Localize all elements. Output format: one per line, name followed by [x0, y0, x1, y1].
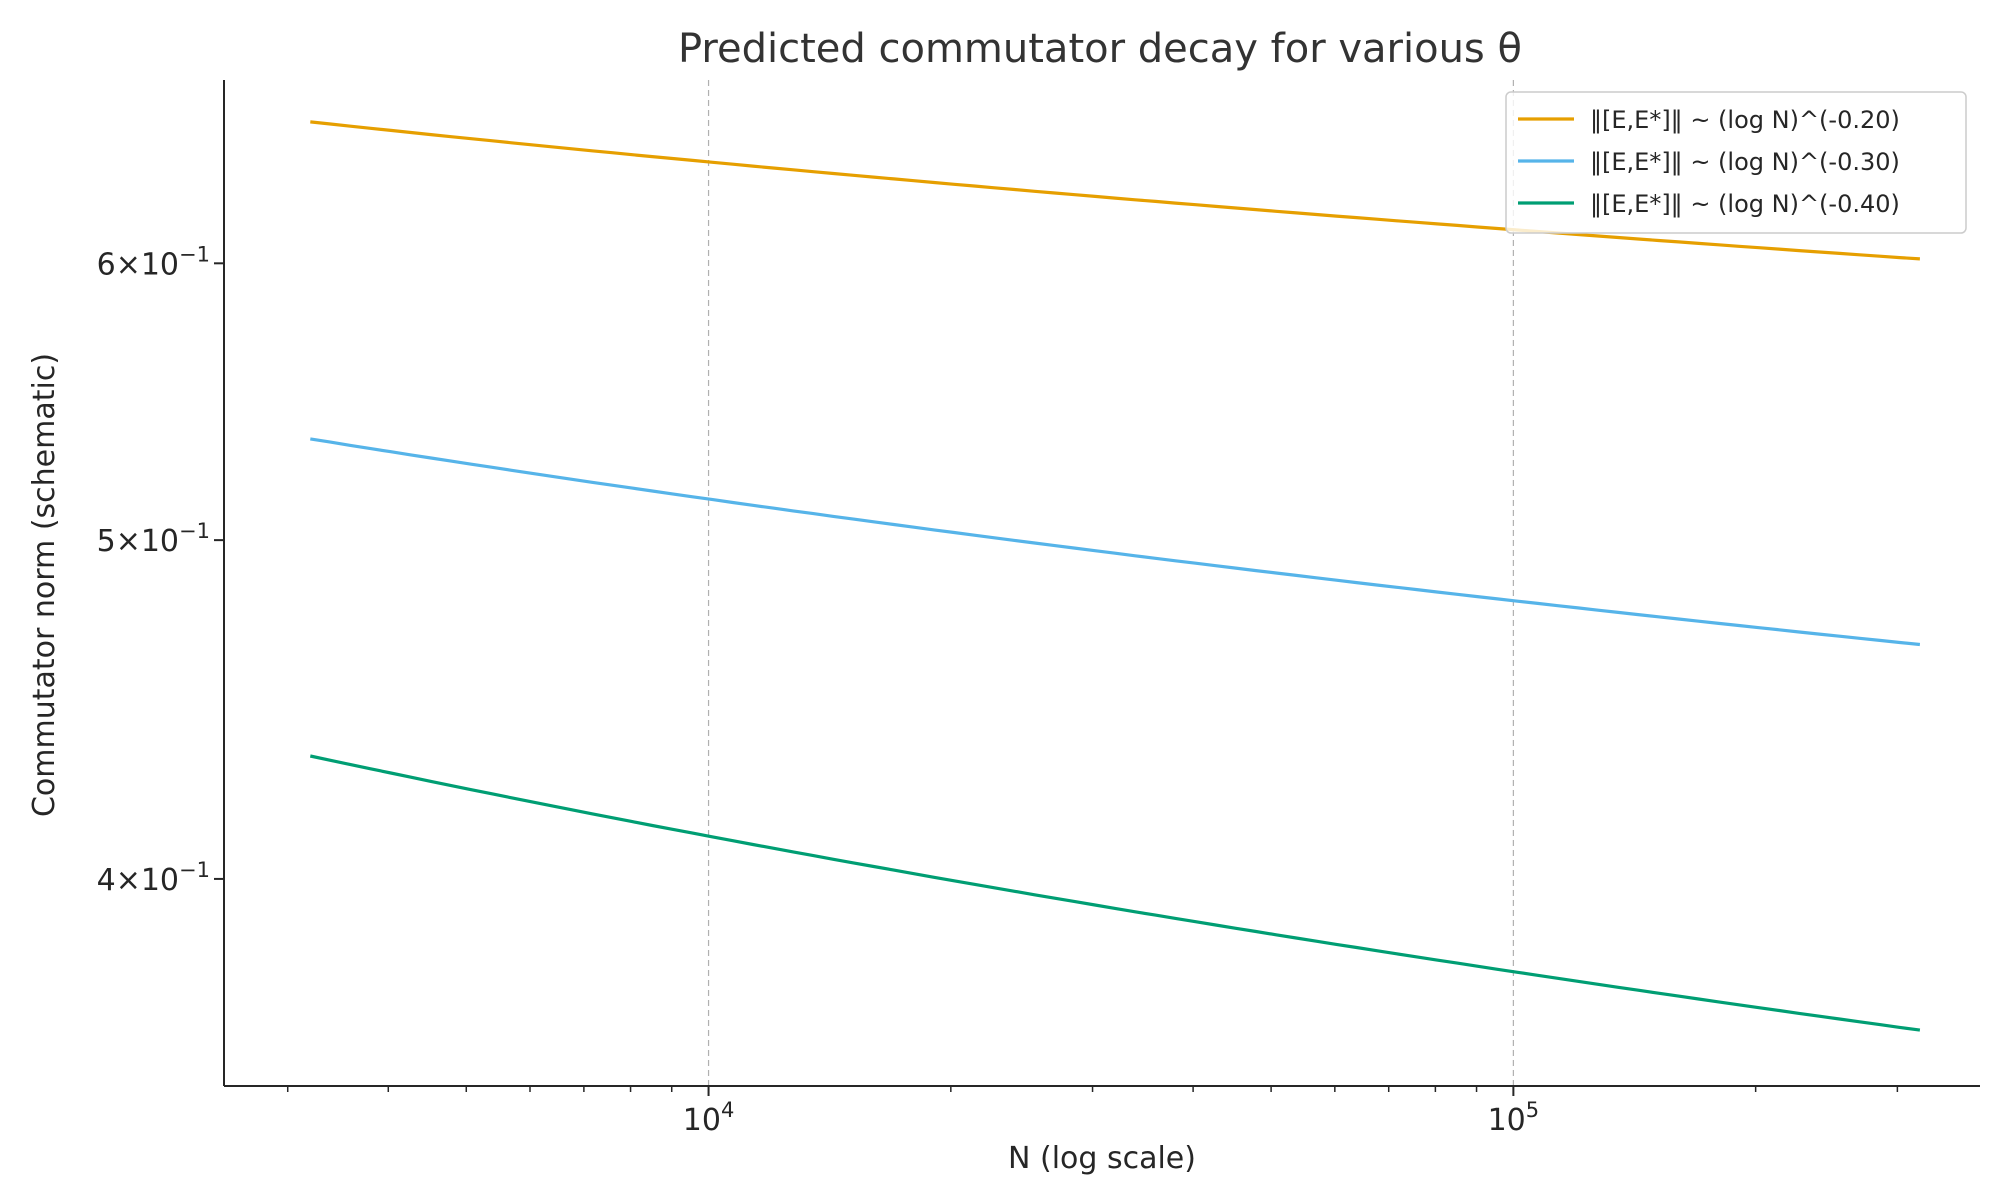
legend: ‖[E,E*]‖ ~ (log N)^(-0.20) ‖[E,E*]‖ ~ (lo… [1505, 91, 1967, 234]
legend-label: ‖[E,E*]‖ ~ (log N)^(-0.20) [1590, 106, 1900, 134]
grid-layer [707, 80, 1514, 1086]
y-axis-label: Commutator norm (schematic) [27, 353, 62, 817]
series-layer [309, 120, 1921, 1032]
series-line-0 [310, 120, 1921, 261]
legend-box [1505, 91, 1967, 234]
legend-label: ‖[E,E*]‖ ~ (log N)^(-0.40) [1590, 190, 1900, 218]
y-tick-label: 4×10−1 [97, 858, 210, 898]
legend-label: ‖[E,E*]‖ ~ (log N)^(-0.30) [1590, 148, 1900, 176]
y-tick-label: 5×10−1 [97, 519, 210, 559]
y-ticks: 6×10−1 5×10−1 4×10−1 [97, 242, 224, 898]
x-ticks: 104 105 [286, 1086, 1899, 1138]
chart-title: Predicted commutator decay for various θ [678, 26, 1522, 72]
series-line-2 [309, 754, 1921, 1032]
x-tick-label: 105 [1488, 1098, 1540, 1138]
x-tick-label: 104 [683, 1098, 735, 1138]
y-tick-label: 6×10−1 [97, 242, 210, 282]
x-axis-label: N (log scale) [1008, 1141, 1196, 1176]
series-line-1 [310, 437, 1921, 647]
